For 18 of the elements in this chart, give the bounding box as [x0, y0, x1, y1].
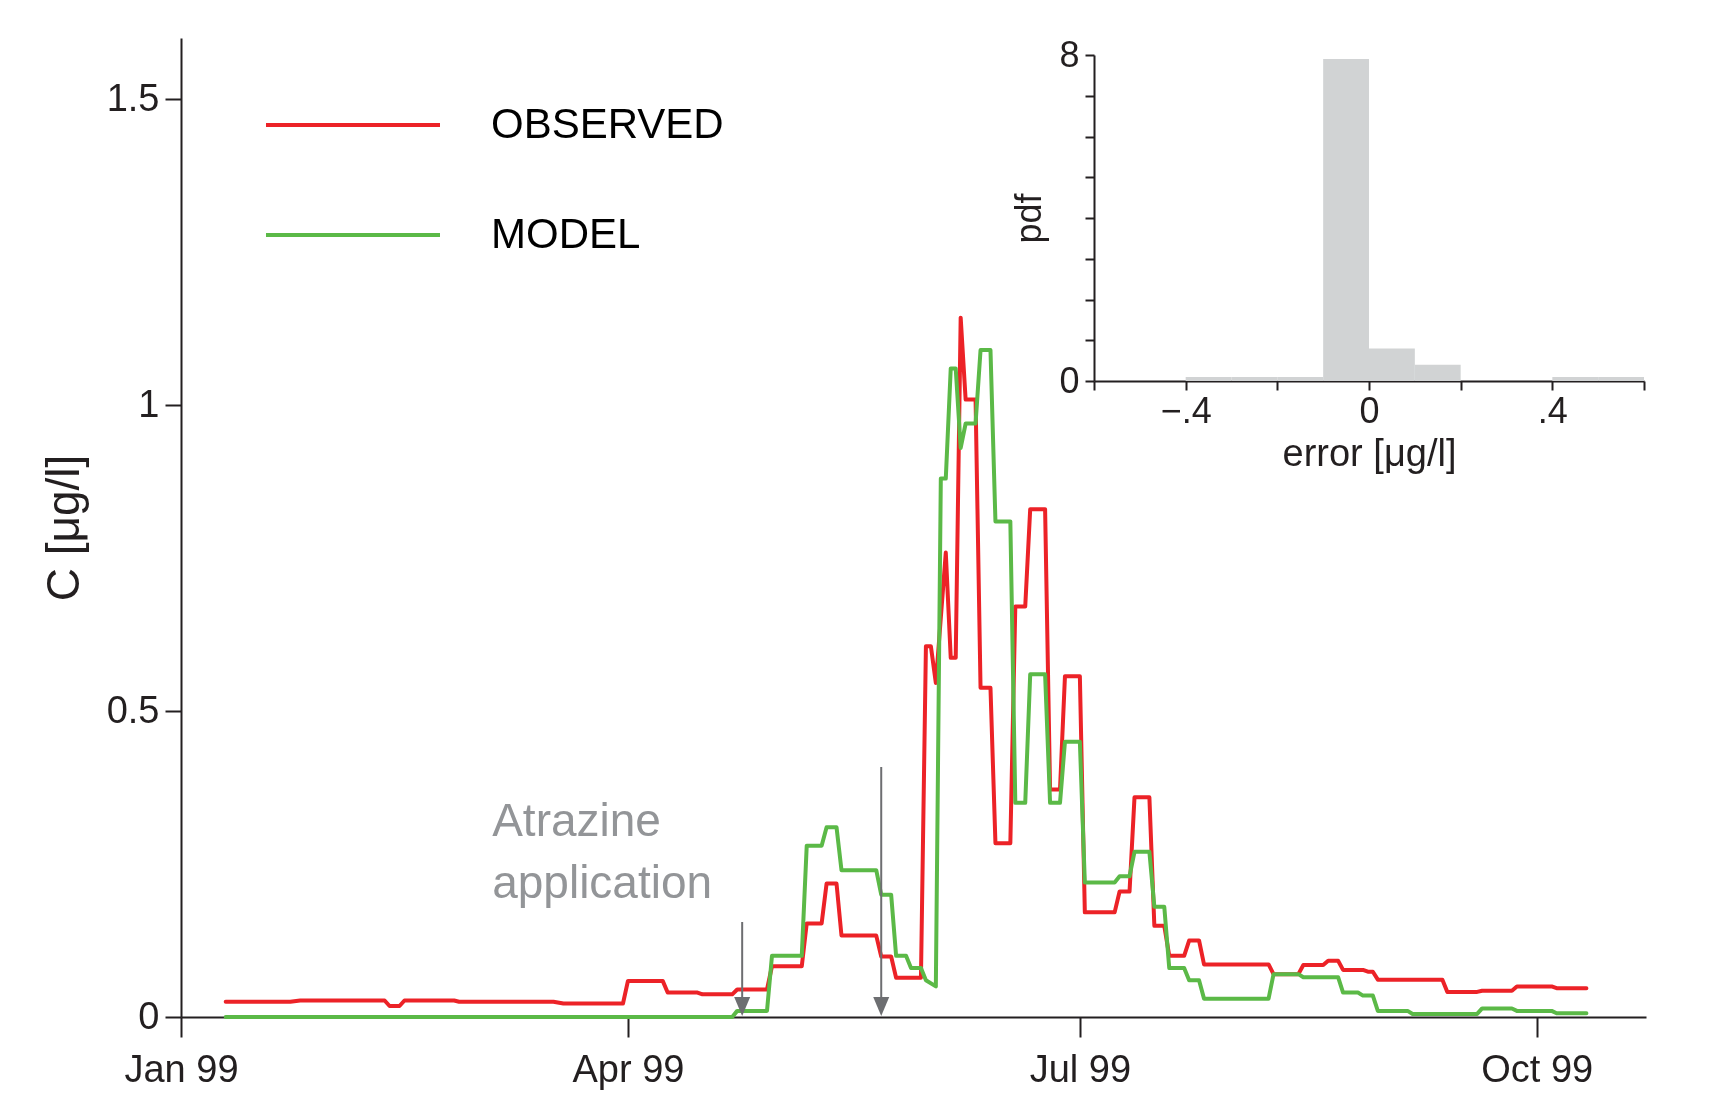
x-tick-label: −.4 [1160, 389, 1212, 431]
x-tick-label: .4 [1537, 389, 1568, 431]
y-tick-label: 1.5 [106, 76, 160, 119]
annotation: Atrazine application [492, 794, 713, 908]
x-axis-title: error [μg/l] [1282, 431, 1457, 474]
x-tick-label: Jan 99 [124, 1047, 239, 1090]
x-tick-label: Apr 99 [572, 1047, 685, 1090]
legend-label: MODEL [491, 210, 641, 257]
y-tick-label: 0.5 [106, 688, 160, 731]
x-tick-label: 0 [1359, 389, 1380, 431]
x-tick-label: Jul 99 [1029, 1047, 1132, 1090]
y-axis-title: pdf [1008, 192, 1050, 244]
legend-label: OBSERVED [491, 100, 724, 147]
y-axis-title: C [μg/l] [36, 454, 89, 602]
x-tick-label: Oct 99 [1481, 1047, 1594, 1090]
y-tick-label: 0 [138, 994, 160, 1037]
y-tick-label: 1 [138, 382, 160, 425]
y-tick-label: 8 [1059, 33, 1080, 75]
